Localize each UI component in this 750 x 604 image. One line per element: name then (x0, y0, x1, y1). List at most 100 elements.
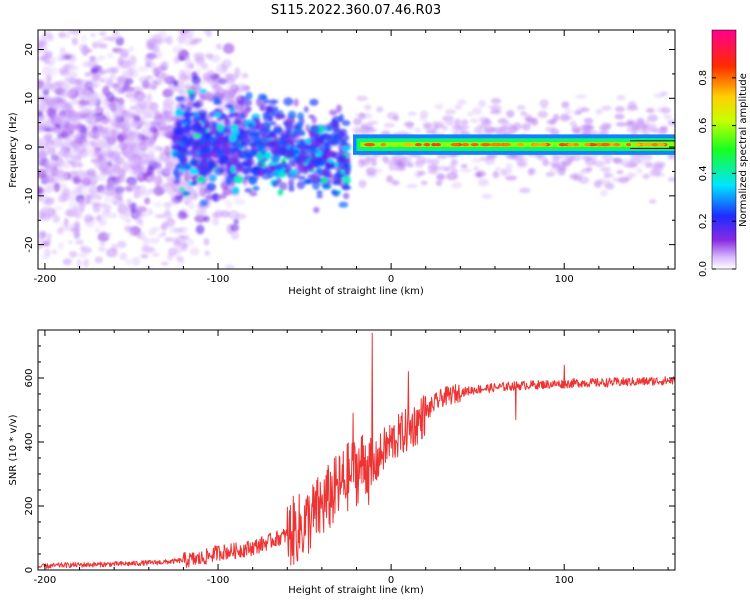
spectrogram-cell (386, 175, 394, 183)
spectrogram-cell (92, 205, 101, 213)
spectrogram-cell (492, 170, 500, 179)
spectrogram-cell (599, 189, 608, 197)
spectrogram-cell (52, 215, 61, 223)
x-tick-label: 0 (388, 274, 394, 285)
spectrogram-cell (38, 239, 46, 246)
spectrogram-y-label: Frequency (Hz) (8, 112, 19, 188)
spectrogram-cell (91, 41, 99, 49)
spectrogram-cell (302, 151, 309, 160)
spectrogram-cell (277, 189, 284, 196)
spectrogram-cell (203, 237, 210, 246)
spectrogram-cell (196, 61, 205, 67)
spectrogram-cell (265, 106, 273, 114)
spectrogram-cell (249, 142, 257, 148)
spectrogram-cell (110, 243, 118, 253)
spectrogram-cell (244, 106, 252, 113)
spectrogram-cell (91, 96, 98, 104)
spectrogram-cell (98, 219, 107, 227)
spectrogram-cell (117, 199, 125, 207)
spectrogram-cell (221, 59, 232, 68)
spectrogram-cell (406, 122, 414, 130)
spectrogram-cell (54, 205, 63, 211)
spectrogram-cell (472, 166, 480, 171)
spectrogram-cell (504, 120, 511, 126)
spectrogram-cell (127, 61, 137, 71)
spectrogram-cell (79, 246, 87, 251)
spectrogram-cell (601, 153, 613, 161)
spectrogram-cell (296, 180, 306, 190)
spectrogram-cell (293, 98, 299, 107)
spectrogram-cell (434, 103, 444, 110)
spectrogram-cell (181, 242, 188, 252)
spectrogram-cell (71, 207, 81, 217)
spectrogram-cell (457, 99, 467, 106)
spectrogram-cell (139, 206, 148, 212)
spectrogram-cell (564, 108, 573, 115)
spectrogram-cell (115, 119, 122, 128)
spectrogram-cell (626, 172, 634, 177)
spectrogram-cell (63, 52, 73, 59)
spectrogram-cell (84, 71, 92, 77)
spectrogram-cell (224, 104, 234, 109)
spectrogram-cell (151, 34, 162, 44)
spectrogram-cell (75, 239, 84, 245)
spectrogram-cell (566, 156, 574, 163)
spectrogram-cell (208, 160, 215, 170)
carrier-peak (490, 143, 499, 147)
spectrogram-cell (56, 162, 66, 169)
spectrogram-cell (99, 158, 108, 167)
spectrogram-cell (573, 109, 582, 116)
spectrogram-cell (505, 175, 518, 181)
spectrogram-cell (257, 122, 266, 130)
spectrogram-cell (63, 218, 69, 227)
spectrogram-cell (41, 66, 52, 76)
spectrogram-cell (174, 163, 181, 170)
spectrogram-cell (315, 132, 323, 142)
spectrogram-cell (376, 106, 384, 113)
spectrogram-cell (147, 84, 156, 90)
spectrogram-cell (98, 43, 108, 49)
spectrogram-cell (56, 227, 64, 235)
spectrogram-cell (44, 165, 53, 173)
spectrogram-cell (117, 56, 124, 66)
spectrogram-cell (264, 151, 272, 160)
spectrogram-cell (447, 164, 456, 170)
spectrogram-cell (175, 95, 185, 102)
spectrogram-cell (593, 160, 606, 167)
spectrogram-cell (126, 198, 132, 208)
spectrogram-cell (48, 197, 56, 204)
spectrogram-cell (318, 145, 326, 153)
spectrogram-cell (98, 166, 110, 173)
spectrogram-cell (90, 32, 96, 38)
spectrogram-cell (527, 167, 535, 176)
spectrogram-cell (436, 154, 448, 160)
spectrogram-cell (287, 179, 295, 187)
spectrogram-cell (203, 30, 212, 35)
x-tick-label: 0 (388, 575, 394, 586)
spectrogram-cell (80, 34, 88, 42)
spectrogram-cell (159, 184, 167, 190)
carrier-peak (431, 143, 437, 147)
carrier-peak (584, 143, 591, 147)
spectrogram-cell (124, 186, 133, 192)
spectrogram-cell (125, 22, 136, 30)
spectrogram-cell (107, 182, 118, 192)
carrier-peak (481, 143, 491, 147)
spectrogram-cell (129, 181, 137, 188)
spectrogram-cell (59, 120, 65, 128)
spectrogram-cell (626, 105, 639, 111)
spectrogram-cell (193, 192, 203, 197)
spectrogram-cell (65, 225, 72, 232)
spectrogram-cell (328, 109, 338, 116)
spectrogram-cell (472, 129, 483, 135)
spectrogram-cell (84, 125, 93, 130)
spectrogram-cell (520, 111, 528, 116)
spectrogram-cell (407, 111, 417, 116)
spectrogram-cell (96, 214, 102, 222)
spectrogram-cell (130, 69, 139, 79)
spectrogram-cell (87, 79, 94, 87)
spectrogram-cell (272, 180, 279, 188)
spectrogram-cell (363, 104, 372, 111)
spectrogram-cell (427, 169, 438, 174)
spectrogram-cell (133, 211, 143, 220)
